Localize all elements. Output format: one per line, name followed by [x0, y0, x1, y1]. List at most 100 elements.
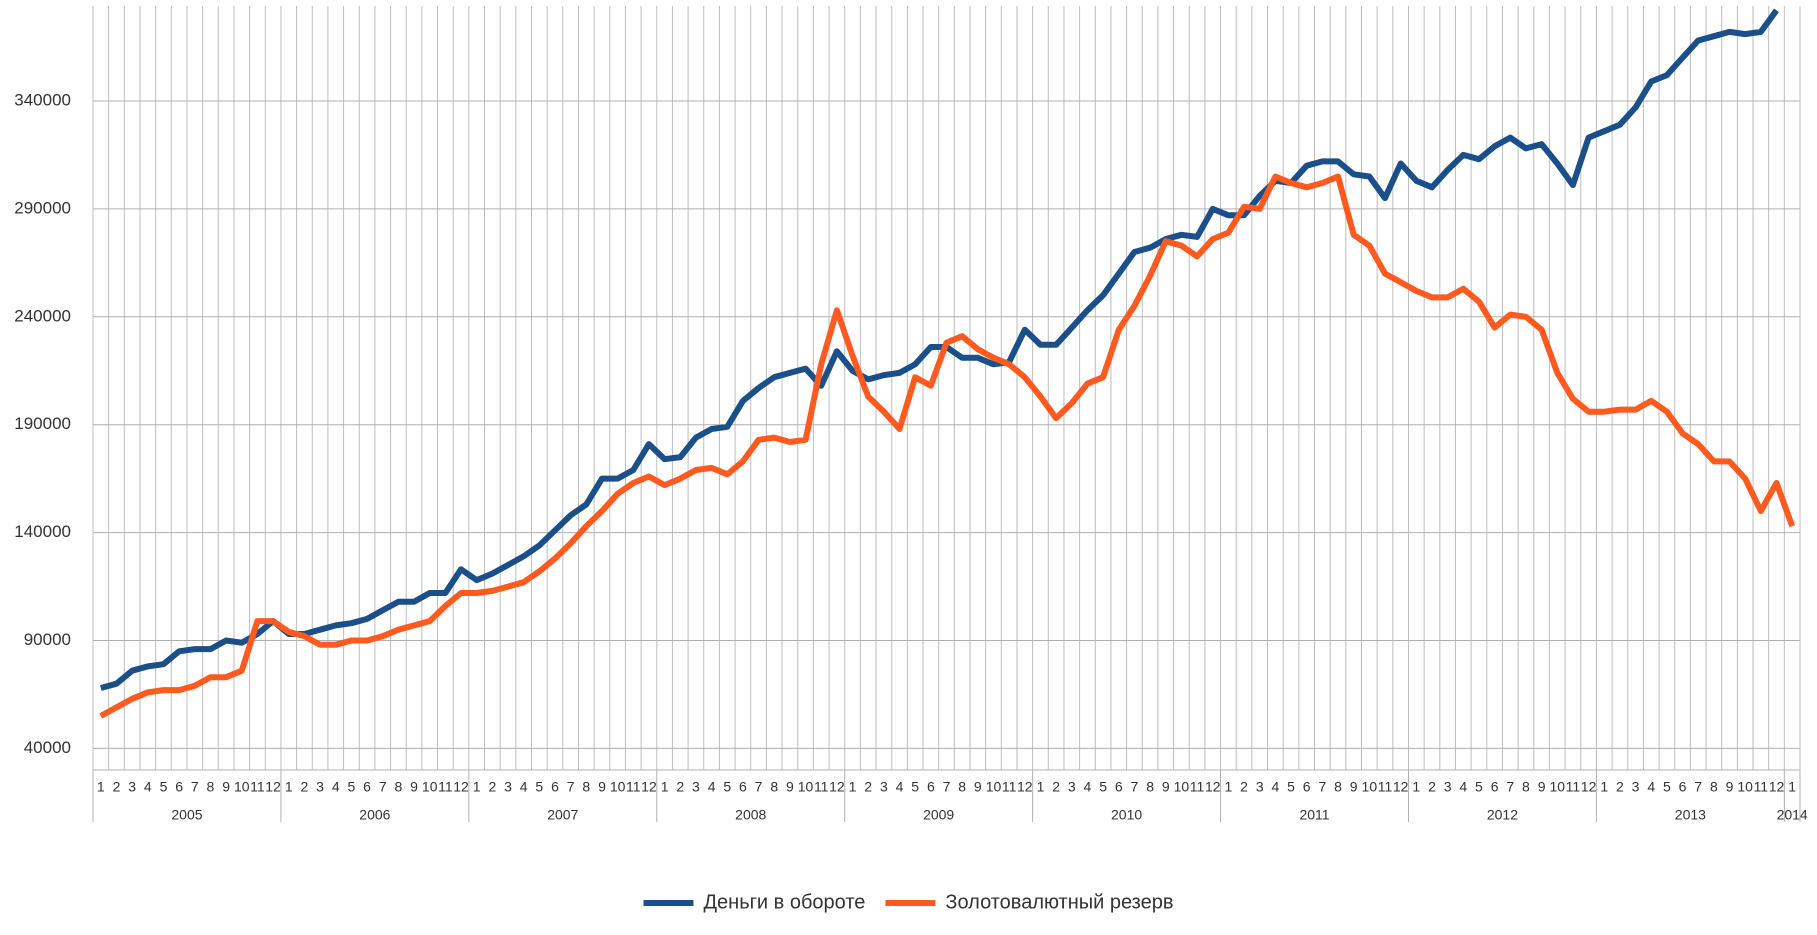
- month-label: 4: [332, 779, 340, 795]
- series-line: [100, 8, 1779, 691]
- month-label: 6: [551, 779, 559, 795]
- month-label: 1: [661, 779, 669, 795]
- month-label: 3: [316, 779, 324, 795]
- month-label: 9: [1538, 779, 1546, 795]
- month-label: 11: [814, 779, 829, 795]
- month-label: 8: [394, 779, 402, 795]
- month-label: 4: [896, 779, 904, 795]
- month-label: 1: [1412, 779, 1420, 795]
- month-label: 12: [829, 779, 845, 795]
- year-label: 2011: [1299, 807, 1329, 823]
- month-label: 5: [535, 779, 543, 795]
- y-tick-label: 40000: [24, 738, 71, 757]
- month-label: 8: [1522, 779, 1530, 795]
- month-label: 7: [1694, 779, 1702, 795]
- month-label: 2: [301, 779, 309, 795]
- month-label: 7: [567, 779, 575, 795]
- month-label: 11: [1754, 779, 1769, 795]
- month-label: 2: [1428, 779, 1436, 795]
- month-label: 5: [1099, 779, 1107, 795]
- month-label: 9: [222, 779, 230, 795]
- year-label: 2006: [359, 807, 390, 823]
- month-label: 5: [1663, 779, 1671, 795]
- month-label: 9: [974, 779, 982, 795]
- month-label: 8: [770, 779, 778, 795]
- month-label: 9: [1162, 779, 1170, 795]
- year-label: 2009: [923, 807, 954, 823]
- month-label: 7: [191, 779, 199, 795]
- month-label: 4: [708, 779, 716, 795]
- month-label: 11: [1566, 779, 1581, 795]
- month-label: 10: [1549, 779, 1565, 795]
- month-label: 2: [1052, 779, 1060, 795]
- month-label: 7: [755, 779, 763, 795]
- y-tick-label: 90000: [24, 630, 71, 649]
- month-label: 10: [422, 779, 438, 795]
- month-label: 1: [285, 779, 293, 795]
- month-label: 12: [1205, 779, 1221, 795]
- month-label: 4: [1647, 779, 1655, 795]
- month-label: 11: [1378, 779, 1393, 795]
- month-label: 3: [128, 779, 136, 795]
- y-tick-label: 340000: [14, 90, 71, 109]
- month-label: 6: [1115, 779, 1123, 795]
- month-label: 4: [1084, 779, 1092, 795]
- year-label: 2014: [1777, 807, 1808, 823]
- month-label: 8: [582, 779, 590, 795]
- month-label: 11: [250, 779, 265, 795]
- month-label: 6: [927, 779, 935, 795]
- month-label: 8: [207, 779, 215, 795]
- month-label: 4: [144, 779, 152, 795]
- month-label: 1: [97, 779, 105, 795]
- month-label: 1: [1788, 779, 1796, 795]
- month-label: 11: [626, 779, 641, 795]
- y-tick-label: 190000: [14, 414, 71, 433]
- month-label: 8: [1710, 779, 1718, 795]
- month-label: 5: [911, 779, 919, 795]
- year-label: 2010: [1111, 807, 1142, 823]
- month-label: 10: [1362, 779, 1378, 795]
- month-label: 9: [1726, 779, 1734, 795]
- month-label: 2: [676, 779, 684, 795]
- month-label: 6: [1303, 779, 1311, 795]
- month-label: 5: [348, 779, 356, 795]
- month-label: 9: [598, 779, 606, 795]
- month-label: 12: [453, 779, 469, 795]
- month-label: 6: [1679, 779, 1687, 795]
- month-label: 6: [363, 779, 371, 795]
- month-label: 8: [1146, 779, 1154, 795]
- month-label: 4: [520, 779, 528, 795]
- year-label: 2008: [735, 807, 766, 823]
- month-label: 12: [1017, 779, 1033, 795]
- month-label: 7: [943, 779, 951, 795]
- month-label: 9: [1350, 779, 1358, 795]
- year-label: 2012: [1487, 807, 1518, 823]
- month-label: 3: [880, 779, 888, 795]
- month-label: 12: [1581, 779, 1597, 795]
- month-label: 6: [1491, 779, 1499, 795]
- month-label: 2: [864, 779, 872, 795]
- month-label: 3: [1444, 779, 1452, 795]
- month-label: 5: [1287, 779, 1295, 795]
- month-label: 5: [723, 779, 731, 795]
- month-label: 9: [410, 779, 418, 795]
- month-label: 10: [610, 779, 626, 795]
- month-label: 12: [1393, 779, 1409, 795]
- month-label: 7: [1318, 779, 1326, 795]
- month-label: 3: [504, 779, 512, 795]
- month-label: 1: [1600, 779, 1608, 795]
- month-label: 1: [1224, 779, 1232, 795]
- y-tick-label: 140000: [14, 522, 71, 541]
- month-label: 8: [1334, 779, 1342, 795]
- month-label: 12: [265, 779, 281, 795]
- month-label: 4: [1459, 779, 1467, 795]
- year-label: 2005: [171, 807, 202, 823]
- month-label: 3: [1068, 779, 1076, 795]
- legend: Деньги в обороте Золотовалютный резерв: [643, 891, 1174, 913]
- y-tick-label: 240000: [14, 306, 71, 325]
- month-label: 1: [849, 779, 857, 795]
- month-label: 2: [1240, 779, 1248, 795]
- year-label: 2007: [547, 807, 578, 823]
- month-label: 2: [1616, 779, 1624, 795]
